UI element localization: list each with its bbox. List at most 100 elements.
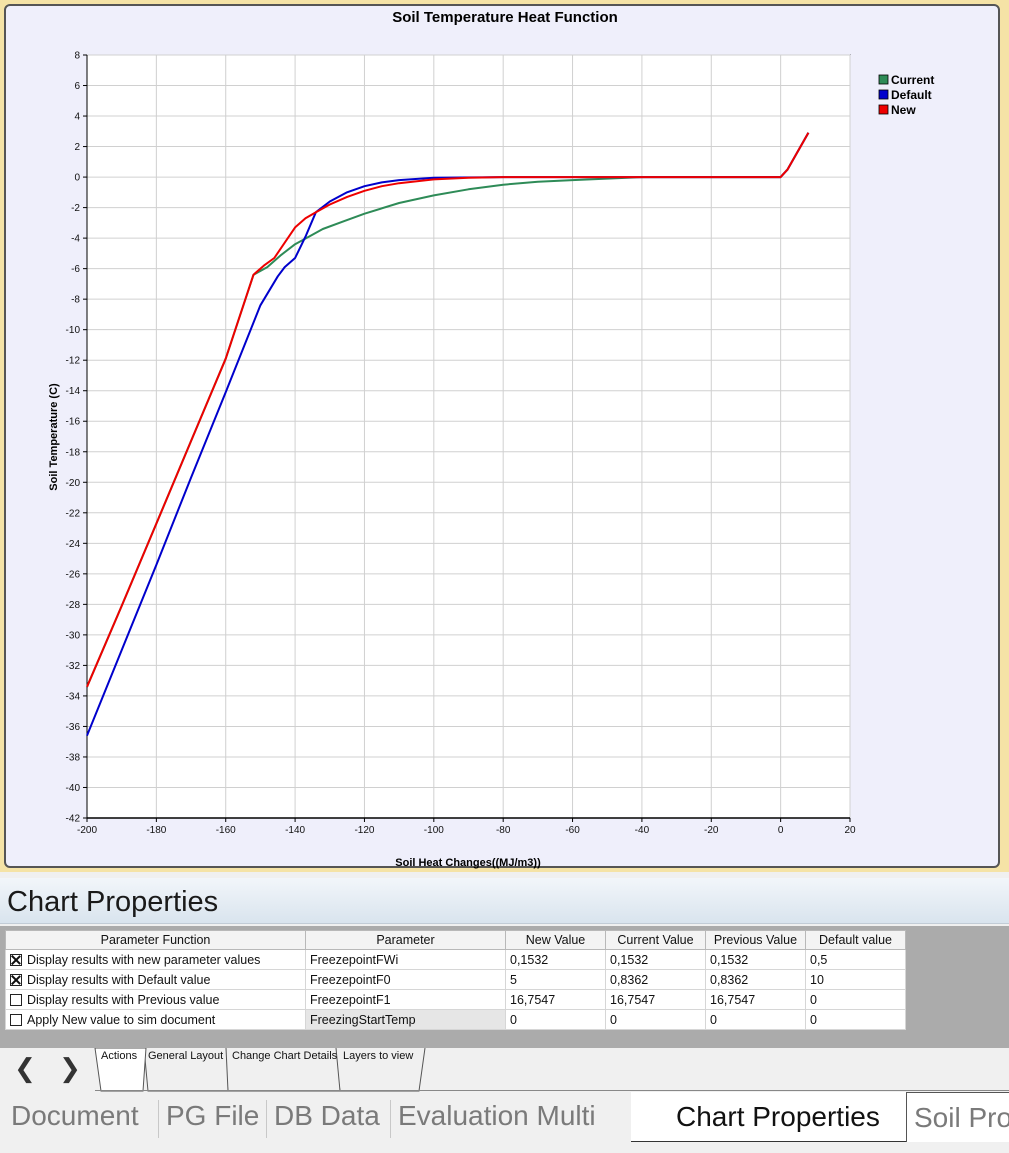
y-tick-label: -6 — [71, 264, 80, 275]
parameter-cell[interactable]: FreezepointF0 — [305, 969, 506, 990]
default-cell[interactable]: 0,5 — [805, 949, 906, 970]
tab-general-layout[interactable]: General Layout — [148, 1050, 224, 1062]
x-tick-label: -120 — [354, 825, 374, 836]
function-label: Display results with Previous value — [27, 992, 220, 1007]
column-header[interactable]: Current Value — [605, 930, 706, 950]
chart-title: Soil Temperature Heat Function — [392, 9, 618, 26]
tab-layers-to-view[interactable]: Layers to view — [343, 1050, 414, 1062]
table-row[interactable]: Display results with Previous value Freez… — [5, 989, 906, 1010]
column-header[interactable]: Parameter — [305, 930, 506, 950]
x-tick-label: -140 — [285, 825, 305, 836]
y-tick-label: -24 — [66, 539, 81, 550]
table-row[interactable]: Display results with new parameter value… — [5, 949, 906, 970]
new-cell[interactable]: 5 — [505, 969, 606, 990]
legend-label-new: New — [891, 103, 916, 117]
previous-cell[interactable]: 16,7547 — [705, 989, 806, 1010]
y-tick-label: -40 — [66, 783, 81, 794]
column-header[interactable]: Previous Value — [705, 930, 806, 950]
current-cell[interactable]: 0,8362 — [605, 969, 706, 990]
y-tick-label: 0 — [74, 173, 80, 184]
default-cell[interactable]: 0 — [805, 989, 906, 1010]
parameter-function-cell[interactable]: Display results with new parameter value… — [5, 949, 306, 970]
function-checkbox[interactable] — [10, 973, 22, 986]
function-checkbox[interactable] — [10, 993, 22, 1006]
function-label: Display results with new parameter value… — [27, 952, 261, 967]
function-label: Display results with Default value — [27, 972, 211, 987]
parameter-cell[interactable]: FreezepointF1 — [305, 989, 506, 1010]
tab-separator — [158, 1100, 159, 1138]
y-tick-label: 2 — [74, 142, 80, 153]
legend-label-current: Current — [891, 73, 934, 87]
current-cell[interactable]: 16,7547 — [605, 989, 706, 1010]
doc-tab-evaluation-multi[interactable]: Evaluation Multi — [398, 1100, 596, 1131]
plot-area — [86, 54, 851, 819]
y-tick-label: 4 — [74, 112, 80, 123]
current-cell[interactable]: 0,1532 — [605, 949, 706, 970]
new-cell[interactable]: 16,7547 — [505, 989, 606, 1010]
parameter-grid-area: Parameter Function Parameter New Value C… — [0, 926, 1009, 1048]
y-tick-label: 8 — [74, 51, 80, 62]
doc-tab-chart-properties[interactable]: Chart Properties — [631, 1092, 907, 1142]
parameter-cell[interactable]: FreezingStartTemp — [305, 1009, 506, 1030]
x-tick-label: 0 — [778, 825, 784, 836]
previous-cell[interactable]: 0,1532 — [705, 949, 806, 970]
x-tick-label: 20 — [844, 825, 856, 836]
function-label: Apply New value to sim document — [27, 1012, 216, 1027]
previous-cell[interactable]: 0 — [705, 1009, 806, 1030]
parameter-function-cell[interactable]: Display results with Previous value — [5, 989, 306, 1010]
x-axis-label: Soil Heat Changes((MJ/m3)) — [395, 857, 541, 869]
parameter-function-cell[interactable]: Display results with Default value — [5, 969, 306, 990]
chevron-left-icon[interactable]: ❮ — [14, 1054, 36, 1084]
chevron-right-icon[interactable]: ❯ — [59, 1054, 81, 1084]
function-checkbox[interactable] — [10, 1013, 22, 1026]
x-tick-label: -20 — [704, 825, 719, 836]
doc-tab-pg-file[interactable]: PG File — [166, 1100, 260, 1131]
y-tick-label: -28 — [66, 600, 81, 611]
new-cell[interactable]: 0 — [505, 1009, 606, 1030]
x-tick-label: -100 — [424, 825, 444, 836]
previous-cell[interactable]: 0,8362 — [705, 969, 806, 990]
y-tick-label: -36 — [66, 722, 81, 733]
table-row[interactable]: Display results with Default value Freeze… — [5, 969, 906, 990]
x-tick-label: -180 — [146, 825, 166, 836]
tab-change-chart-details[interactable]: Change Chart Details — [232, 1050, 338, 1062]
series-line-new — [86, 132, 810, 688]
column-header[interactable]: Default value — [805, 930, 906, 950]
doc-tab-label: Chart Properties — [676, 1101, 880, 1132]
chart-properties-title: Chart Properties — [7, 886, 219, 918]
legend-swatch-current — [878, 74, 889, 85]
tab-actions[interactable]: Actions — [101, 1050, 138, 1062]
legend-label-default: Default — [891, 88, 932, 102]
tab-shapes — [94, 1048, 426, 1092]
doc-tab-db-data[interactable]: DB Data — [274, 1100, 380, 1131]
y-tick-label: -20 — [66, 478, 81, 489]
default-cell[interactable]: 10 — [805, 969, 906, 990]
x-tick-label: -60 — [565, 825, 580, 836]
y-tick-label: -14 — [66, 386, 81, 397]
y-tick-label: -30 — [66, 630, 81, 641]
table-row[interactable]: Apply New value to sim document FreezingS… — [5, 1009, 906, 1030]
doc-tab-soil-pro[interactable]: Soil Pro — [906, 1092, 1009, 1142]
inner-tab-strip: ❮ ❯ Actions General Layout Change Chart … — [0, 1048, 1009, 1092]
y-tick-label: -22 — [66, 508, 81, 519]
function-checkbox[interactable] — [10, 953, 22, 966]
y-tick-label: -16 — [66, 417, 81, 428]
doc-tab-document[interactable]: Document — [11, 1100, 139, 1131]
current-cell[interactable]: 0 — [605, 1009, 706, 1030]
parameter-function-cell[interactable]: Apply New value to sim document — [5, 1009, 306, 1030]
table-header-row: Parameter Function Parameter New Value C… — [5, 930, 906, 950]
default-cell[interactable]: 0 — [805, 1009, 906, 1030]
x-tick-label: -80 — [496, 825, 511, 836]
chart-properties-header: Chart Properties — [0, 878, 1009, 924]
new-cell[interactable]: 0,1532 — [505, 949, 606, 970]
column-header[interactable]: New Value — [505, 930, 606, 950]
y-tick-label: -10 — [66, 325, 81, 336]
x-tick-label: -160 — [216, 825, 236, 836]
parameter-cell[interactable]: FreezepointFWi — [305, 949, 506, 970]
x-tick-label: -200 — [77, 825, 97, 836]
column-header[interactable]: Parameter Function — [5, 930, 306, 950]
x-tick-label: -40 — [635, 825, 650, 836]
legend-swatch-default — [878, 89, 889, 100]
legend-swatch-new — [878, 104, 889, 115]
y-tick-label: -42 — [66, 814, 81, 825]
